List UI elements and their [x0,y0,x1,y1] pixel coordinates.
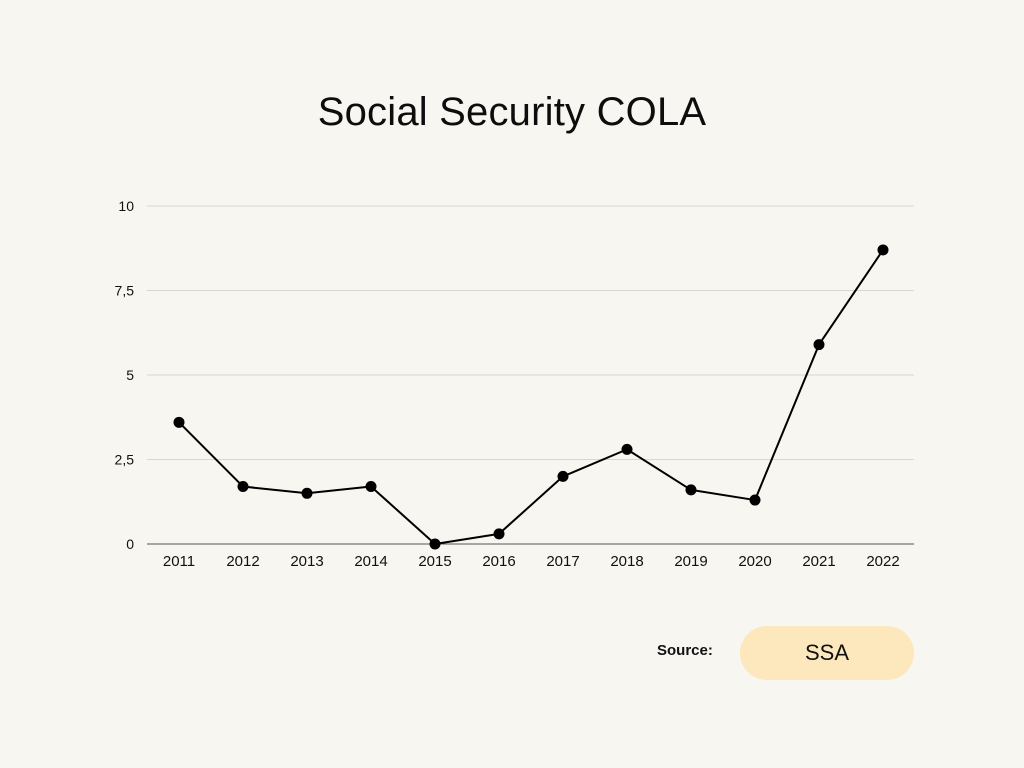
source-badge: SSA [740,626,914,680]
x-axis-ticks: 2011 2012 2013 2014 2015 2016 2017 2018 2019 2020… [163,553,900,570]
y-tick-label: 7,5 [115,283,135,299]
y-axis-ticks: 0 2,5 5 7,5 10 [115,198,135,552]
data-point-2011 [173,416,185,428]
data-point-2014 [365,481,377,493]
x-tick-label: 2015 [418,553,451,570]
x-tick-label: 2020 [738,553,771,570]
data-point-2021 [813,339,825,351]
chart-title: Social Security COLA [317,90,707,134]
x-tick-label: 2018 [610,553,643,570]
y-tick-label: 2,5 [115,452,135,468]
x-tick-label: 2011 [163,553,195,570]
x-tick-label: 2022 [866,553,899,570]
y-tick-label: 10 [118,198,134,214]
x-tick-label: 2014 [354,553,387,570]
x-tick-label: 2013 [290,553,323,570]
data-point-2013 [301,487,313,499]
data-point-2022 [877,244,889,256]
grid-lines [147,205,914,545]
series-cola [173,244,889,550]
data-point-2020 [749,494,761,506]
data-point-2012 [237,481,249,493]
data-point-2015 [429,538,441,550]
x-tick-label: 2017 [546,553,579,570]
x-tick-label: 2021 [802,553,835,570]
x-tick-label: 2019 [674,553,707,570]
y-tick-label: 5 [126,367,134,383]
data-point-2017 [557,470,569,482]
x-tick-label: 2012 [226,553,259,570]
y-tick-label: 0 [126,536,134,552]
data-point-2018 [621,443,633,455]
data-point-2016 [493,528,505,540]
series-line [178,249,884,545]
data-point-2019 [685,484,697,496]
source-label: Source: [657,642,713,659]
x-tick-label: 2016 [482,553,515,570]
